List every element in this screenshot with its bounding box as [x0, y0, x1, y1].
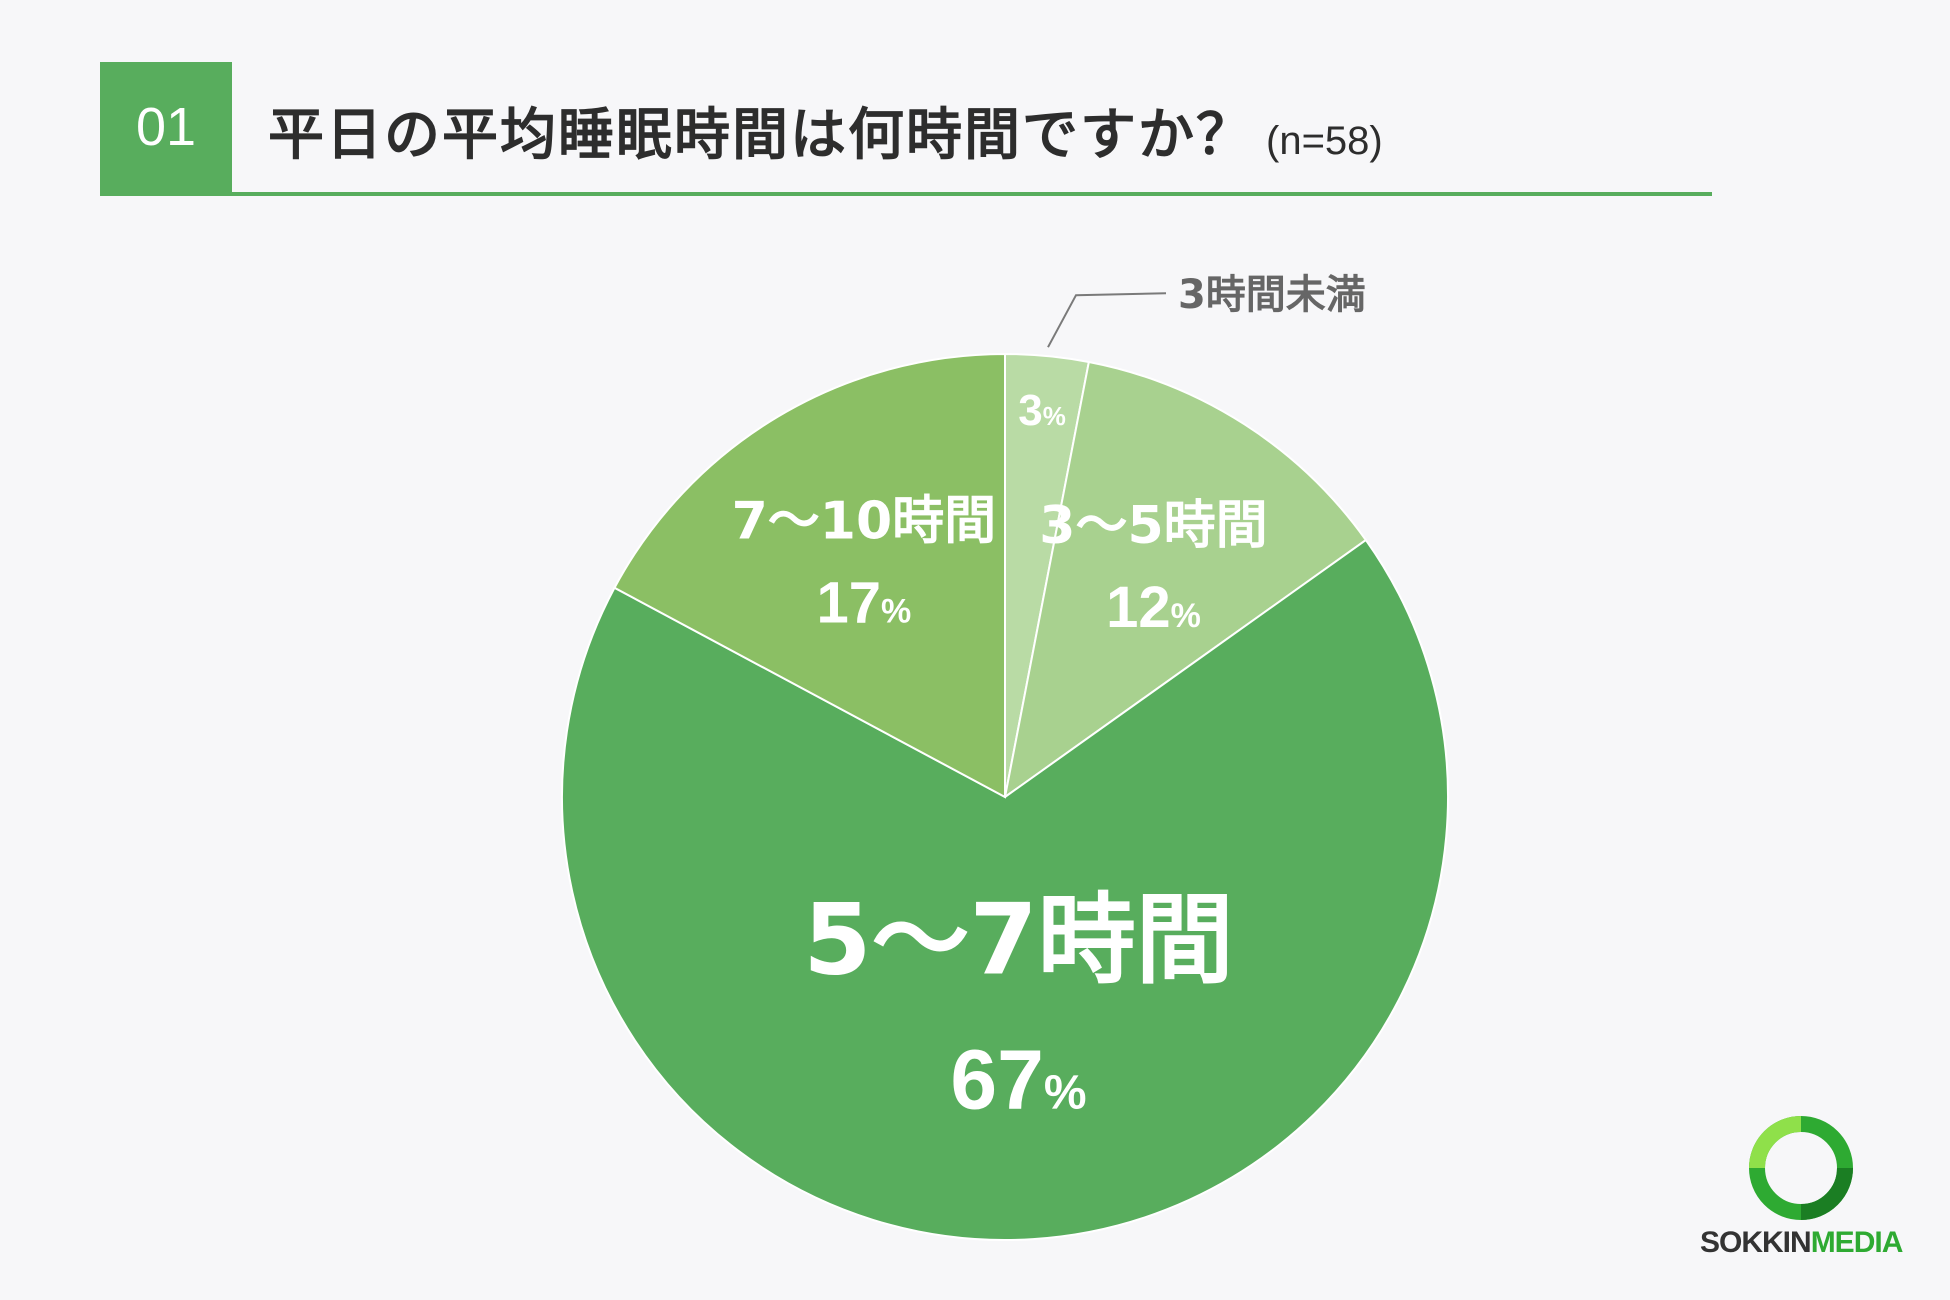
pie-slice-3: [561, 538, 1449, 1241]
pie-value-label-3: 67%: [950, 1033, 1086, 1127]
pie-name-label-2: 3〜5時間: [1039, 496, 1267, 556]
question-number: 01: [100, 62, 232, 192]
pie-name-label-1: 3時間未満: [1178, 272, 1366, 318]
pie-name-label-3: 5〜7時間: [803, 884, 1233, 998]
pie-value-label-1: 3%: [1018, 386, 1066, 435]
logo-ring-highlight: [1749, 1116, 1802, 1169]
pie-slice-4: [613, 352, 1006, 799]
header-rule: [100, 192, 1712, 196]
logo-ring-shade: [1800, 1167, 1853, 1220]
logo-wordmark: SOKKINMEDIA: [1700, 1226, 1904, 1260]
pie-name-label-4: 7〜10時間: [732, 492, 997, 552]
chart-title: 平日の平均睡眠時間は何時間ですか？ (n=58): [268, 90, 1383, 171]
logo-brand-a: SOKKIN: [1700, 1226, 1812, 1259]
title-text: 平日の平均睡眠時間は何時間ですか？: [268, 103, 1254, 168]
pie-value-label-2: 12%: [1106, 575, 1201, 640]
sample-size: (n=58): [1266, 119, 1383, 163]
logo-brand-b: MEDIA: [1810, 1226, 1904, 1259]
chart-header: 01 平日の平均睡眠時間は何時間ですか？ (n=58): [100, 62, 1712, 196]
sokkin-media-logo-icon: [1749, 1116, 1853, 1220]
pie-value-label-4: 17%: [817, 571, 912, 636]
pie-slice-2: [1003, 360, 1368, 800]
callout-leader-line: [1047, 292, 1167, 348]
